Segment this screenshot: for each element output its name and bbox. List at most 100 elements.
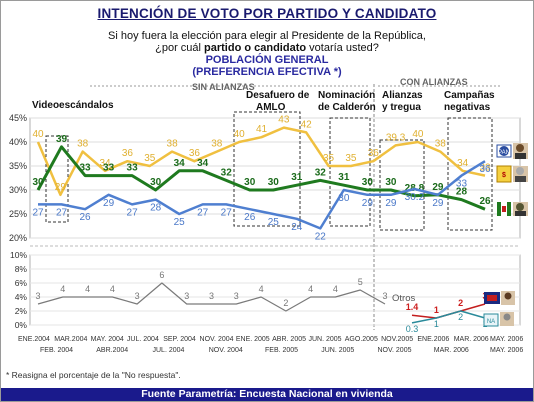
x-tick-bottom: JUL. 2004 [153, 347, 185, 354]
nueva-alianza-logo-icon: NA [483, 313, 499, 327]
data-label-prd: 41 [256, 124, 268, 135]
x-tick-top: JUL. 2004 [127, 336, 159, 343]
desafuero-box [233, 111, 301, 227]
x-tick-top: MAR. 2006 [454, 336, 489, 343]
pri-logo-icon [497, 202, 511, 216]
data-label-otros: 3 [382, 291, 387, 301]
x-tick-bottom: FEB. 2005 [265, 347, 298, 354]
y-tick-main: 25% [9, 209, 27, 219]
x-axis-labels: ENE.2004 MAR.2004 MAY. 2004 JUL. 2004 SEP. 2… [18, 336, 523, 354]
alternativa-logo-icon [484, 292, 500, 304]
data-label-prd: 35 [345, 153, 357, 164]
alianzas-box [379, 139, 425, 231]
x-tick-bottom: NOV. 2004 [209, 347, 243, 354]
data-label-pan: 25 [174, 217, 186, 228]
chart-title: INTENCIÓN DE VOTO POR PARTIDO Y CANDIDAT… [97, 6, 437, 21]
madrazo-photo-icon [513, 202, 528, 216]
data-label-pri: 34 [174, 158, 186, 169]
series-line-prd [36, 126, 486, 197]
campanas-box [447, 117, 493, 231]
data-label-pri: 26 [479, 196, 491, 207]
nominacion-box [329, 117, 371, 227]
data-label-pan: 30.2 [405, 192, 425, 203]
data-label-prd: 38 [77, 139, 89, 150]
x-tick-top: MAY. 2004 [91, 336, 124, 343]
x-tick-bottom: FEB. 2004 [40, 347, 73, 354]
data-label-otros: 4 [333, 284, 338, 294]
desafuero-label-2: AMLO [256, 102, 286, 113]
data-label-pri: 30 [32, 177, 44, 188]
data-label-prd: 33 [479, 163, 491, 174]
y-axis-lower: 10% 8% 6% 4% 2% 0% [10, 250, 520, 330]
data-label-pri: 28 [456, 187, 468, 198]
data-label-otros: 2 [283, 298, 288, 308]
y-tick-lower: 0% [15, 320, 28, 330]
data-label-teal: 2 [458, 312, 463, 322]
data-label-prd: 42 [301, 119, 313, 130]
nominacion-label-2: de Calderón [318, 102, 376, 113]
data-label-pri: 31 [291, 172, 303, 183]
y-tick-main: 35% [9, 161, 27, 171]
x-tick-top: SEP. 2004 [163, 336, 196, 343]
data-label-otros: 4 [110, 284, 115, 294]
data-label-prd: 36 [368, 148, 380, 159]
y-tick-lower: 8% [15, 264, 28, 274]
data-label-prd: 43 [278, 115, 290, 126]
alianzas-label-2: y tregua [382, 102, 421, 113]
footnote: * Reasigna el porcentaje de la "No respu… [6, 370, 181, 380]
data-label-otros: 4 [259, 284, 264, 294]
data-label-pri: 31 [338, 172, 350, 183]
x-tick-bottom: ABR.2004 [96, 347, 128, 354]
data-label-pri: 34 [197, 158, 209, 169]
data-label-red: 1 [434, 305, 439, 315]
question-bold: partido o candidato [204, 42, 307, 54]
data-label-prd: 35 [323, 153, 335, 164]
data-label-otros: 3 [35, 291, 40, 301]
data-label-pan: 33 [456, 179, 468, 190]
con-alianzas-label: CON ALIANZAS [400, 77, 468, 87]
data-label-pan: 27 [127, 207, 139, 218]
data-label-pan: 30 [338, 193, 350, 204]
data-label-red: 2 [458, 298, 463, 308]
otros-label: Otros [392, 293, 415, 304]
data-label-pri: 32 [315, 167, 327, 178]
x-tick-top: ENE. 2005 [236, 336, 270, 343]
data-label-prd: 34 [457, 158, 469, 169]
data-label-otros: 5 [358, 277, 363, 287]
calderon-photo-icon [513, 143, 528, 159]
data-label-prd: 38 [435, 139, 447, 150]
data-label-otros: 4 [60, 284, 65, 294]
source-footer: Fuente Parametría: Encuesta Nacional en … [1, 388, 533, 401]
y-tick-lower: 4% [15, 292, 28, 302]
x-tick-top: MAR.2004 [54, 336, 87, 343]
nominacion-label-1: Nominación [318, 90, 375, 101]
data-label-prd: 35 [144, 153, 156, 164]
data-label-otros: 3 [234, 291, 239, 301]
data-label-prd: 38 [167, 139, 179, 150]
data-label-pan: 28 [150, 203, 162, 214]
data-label-teal: 1 [434, 319, 439, 329]
pan-logo-icon: PAN [496, 144, 512, 158]
data-label-pan: 29 [385, 198, 397, 209]
alianzas-label-1: Alianzas [382, 90, 423, 101]
x-tick-top: JUN. 2005 [308, 336, 341, 343]
data-label-pri: 30 [244, 177, 256, 188]
data-label-pri: 33 [79, 163, 91, 174]
series-line-otros [37, 282, 386, 312]
alternativa-candidate-photo-icon [501, 291, 515, 305]
y-tick-main: 40% [9, 137, 27, 147]
series-line-pan [38, 160, 486, 230]
data-label-pan: 29 [362, 198, 374, 209]
amlo-photo-icon [513, 166, 528, 182]
data-label-prd: 36 [189, 148, 201, 159]
x-tick-bottom: MAY. 2006 [490, 347, 523, 354]
question-post: votaría usted? [306, 42, 379, 54]
data-label-otros: 4 [85, 284, 90, 294]
sin-alianzas-label: SIN ALIANZAS [192, 82, 255, 92]
data-label-pri: 33 [103, 163, 115, 174]
data-label-prd: 40 [412, 129, 424, 140]
series-line-teal [411, 310, 486, 324]
x-tick-bottom: MAR. 2006 [434, 347, 469, 354]
y-tick-main: 45% [9, 113, 27, 123]
